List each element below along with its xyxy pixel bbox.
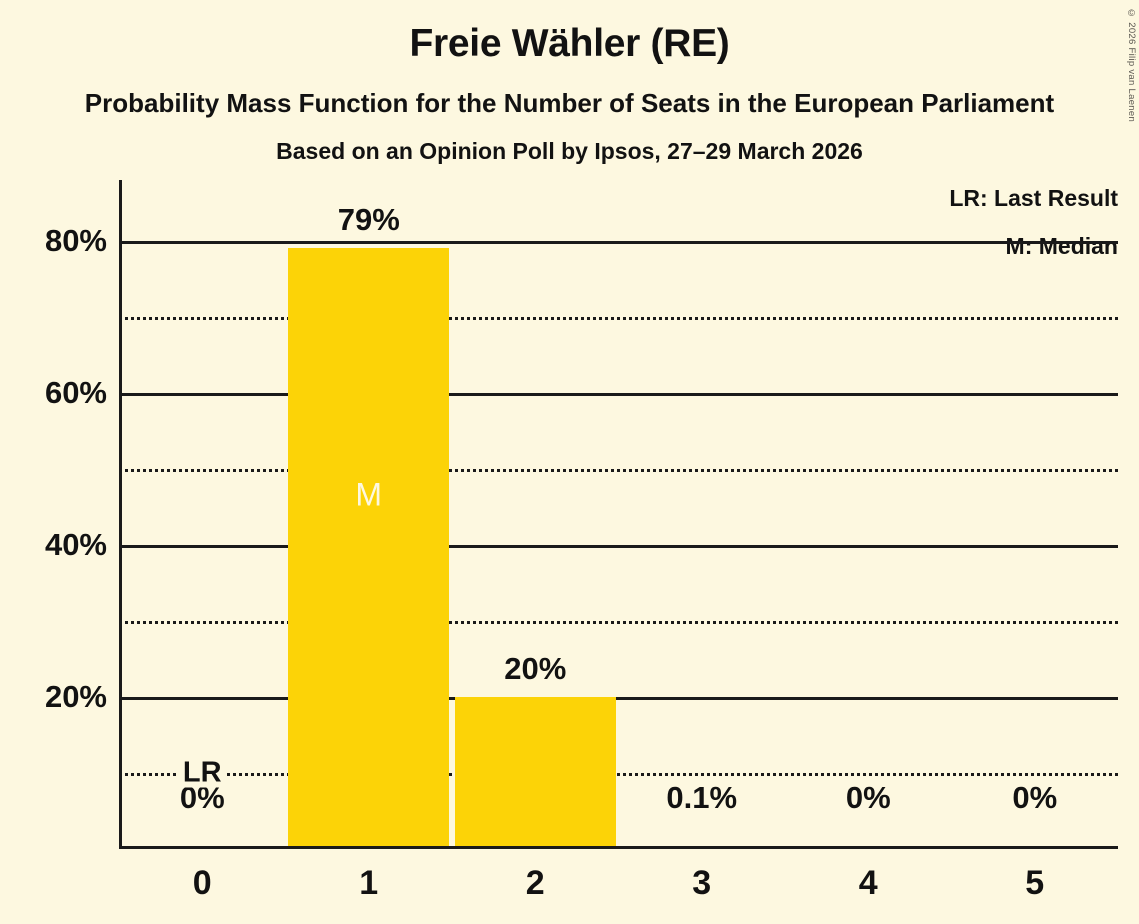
plot-area: M: [119, 180, 1118, 849]
gridline-major: [119, 392, 1118, 396]
x-axis-tick-label: 5: [1025, 864, 1045, 902]
gridline-minor: [119, 620, 1118, 624]
x-axis-line: [119, 846, 1118, 849]
bar-value-label: 0%: [1012, 780, 1058, 816]
bar-value-label: 0.1%: [666, 780, 738, 816]
bar: [454, 696, 616, 849]
gridline-major: [119, 544, 1118, 548]
gridline-minor: [119, 316, 1118, 320]
y-axis-tick-label: 60%: [44, 374, 107, 410]
legend-median: M: Median: [1005, 233, 1118, 259]
bar-value-label: 79%: [337, 202, 400, 238]
x-axis-tick-label: 4: [858, 864, 878, 902]
legend-last-result: LR: Last Result: [949, 185, 1118, 211]
x-axis-tick-label: 0: [192, 864, 212, 902]
copyright-notice: © 2026 Filip van Laenen: [1126, 8, 1137, 123]
y-axis-line: [119, 180, 122, 849]
gridline-minor: [119, 772, 1118, 776]
y-axis-tick-label: 80%: [44, 222, 107, 258]
bar-value-label: 0%: [845, 780, 891, 816]
last-result-marker: LR: [178, 758, 226, 788]
bar: [288, 248, 450, 849]
gridline-major: [119, 240, 1118, 244]
chart-subtitle: Probability Mass Function for the Number…: [84, 88, 1055, 118]
y-axis-tick-label: 20%: [44, 678, 107, 714]
x-axis-tick-label: 1: [359, 864, 379, 902]
x-axis-tick-label: 3: [692, 864, 712, 902]
page-title: Freie Wähler (RE): [409, 22, 730, 65]
y-axis-tick-label: 40%: [44, 526, 107, 562]
chart-source-line: Based on an Opinion Poll by Ipsos, 27–29…: [276, 138, 863, 164]
gridline-minor: [119, 468, 1118, 472]
bar-value-label: 20%: [504, 650, 567, 686]
gridline-major: [119, 696, 1118, 700]
x-axis-tick-label: 2: [525, 864, 545, 902]
